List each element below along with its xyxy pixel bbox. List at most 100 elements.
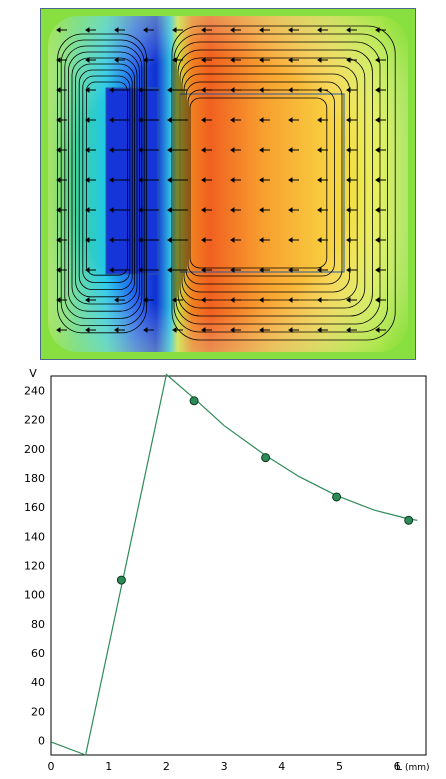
field-arrowhead (201, 27, 206, 33)
field-arrowhead (85, 327, 90, 333)
contour-left (71, 57, 138, 305)
chart-series (50, 373, 418, 756)
contour-left (75, 63, 135, 298)
field-arrowhead (143, 297, 148, 303)
data-point (404, 515, 414, 525)
field-arrowhead (85, 297, 90, 303)
field-arrowhead (56, 117, 61, 123)
field-arrowhead (138, 87, 143, 93)
contour-right (171, 25, 396, 341)
field-arrowhead (230, 87, 235, 93)
field-arrowhead (138, 267, 143, 273)
plot-area (50, 375, 427, 756)
y-tick-label: 100 (24, 589, 45, 602)
field-arrowhead (259, 147, 264, 153)
contour-right (175, 41, 381, 325)
field-arrowhead (230, 237, 235, 243)
field-arrowhead (288, 297, 293, 303)
potential-field-map (40, 8, 416, 360)
field-arrowhead (375, 57, 380, 63)
field-arrowhead (346, 267, 351, 273)
field-arrowhead (85, 117, 90, 123)
field-arrowhead (288, 27, 293, 33)
field-arrowhead (259, 297, 264, 303)
data-point (189, 396, 199, 406)
field-arrowhead (143, 27, 148, 33)
y-tick-label: 40 (31, 676, 45, 689)
y-tick-label: 20 (31, 705, 45, 718)
field-arrowhead (201, 297, 206, 303)
y-tick-label: 220 (24, 414, 45, 427)
contour-right (177, 49, 373, 317)
field-arrowhead (375, 207, 380, 213)
field-arrowhead (56, 27, 61, 33)
field-arrowhead (259, 117, 264, 123)
field-arrowhead (85, 87, 90, 93)
x-tick-label: 0 (48, 760, 55, 773)
field-arrowhead (375, 327, 380, 333)
field-arrowhead (259, 177, 264, 183)
field-arrowhead (201, 57, 206, 63)
field-arrowhead (346, 297, 351, 303)
field-arrowhead (167, 177, 172, 183)
field-arrowhead (172, 327, 177, 333)
field-arrowhead (201, 117, 206, 123)
field-arrowhead (230, 327, 235, 333)
y-tick-label: 60 (31, 647, 45, 660)
field-arrowhead (85, 57, 90, 63)
y-tick-label: 80 (31, 618, 45, 631)
field-arrowhead (259, 207, 264, 213)
contour-right (185, 81, 343, 285)
field-arrowhead (375, 237, 380, 243)
data-point (116, 575, 126, 585)
field-arrowhead (288, 267, 293, 273)
field-arrowhead (288, 237, 293, 243)
field-arrowhead (346, 147, 351, 153)
field-arrowhead (259, 237, 264, 243)
data-point (261, 453, 271, 463)
y-tick-label: 240 (24, 385, 45, 398)
field-arrowhead (85, 267, 90, 273)
field-arrowhead (375, 297, 380, 303)
field-arrowhead (114, 57, 119, 63)
field-arrowhead (259, 27, 264, 33)
field-arrowhead (346, 87, 351, 93)
field-arrowhead (56, 207, 61, 213)
y-tick-label: 200 (24, 443, 45, 456)
x-tick-label: 4 (278, 760, 285, 773)
field-arrowhead (85, 27, 90, 33)
field-arrowhead (85, 237, 90, 243)
field-arrowhead (56, 147, 61, 153)
y-tick-label: 0 (38, 734, 45, 747)
field-arrowhead (201, 147, 206, 153)
x-tick-label: 6 (394, 760, 401, 773)
field-arrowhead (56, 237, 61, 243)
field-arrowhead (138, 237, 143, 243)
field-arrowhead (317, 57, 322, 63)
field-arrowhead (109, 117, 114, 123)
field-arrowhead (317, 147, 322, 153)
field-arrowhead (230, 267, 235, 273)
field-arrowhead (259, 87, 264, 93)
contour-right (179, 57, 366, 309)
field-arrowhead (230, 117, 235, 123)
field-arrowhead (317, 327, 322, 333)
field-arrowhead (172, 297, 177, 303)
field-arrowhead (259, 327, 264, 333)
field-arrowhead (138, 207, 143, 213)
field-arrowhead (375, 147, 380, 153)
field-arrowhead (375, 267, 380, 273)
y-tick-label: 180 (24, 472, 45, 485)
field-arrowhead (288, 117, 293, 123)
x-tick-label: 1 (105, 760, 112, 773)
field-arrowhead (346, 27, 351, 33)
field-arrowhead (56, 267, 61, 273)
x-tick-label: 5 (336, 760, 343, 773)
field-arrowhead (346, 57, 351, 63)
field-arrowhead (56, 57, 61, 63)
field-arrowhead (375, 27, 380, 33)
field-arrowhead (259, 57, 264, 63)
field-arrowhead (317, 207, 322, 213)
field-arrowhead (138, 117, 143, 123)
